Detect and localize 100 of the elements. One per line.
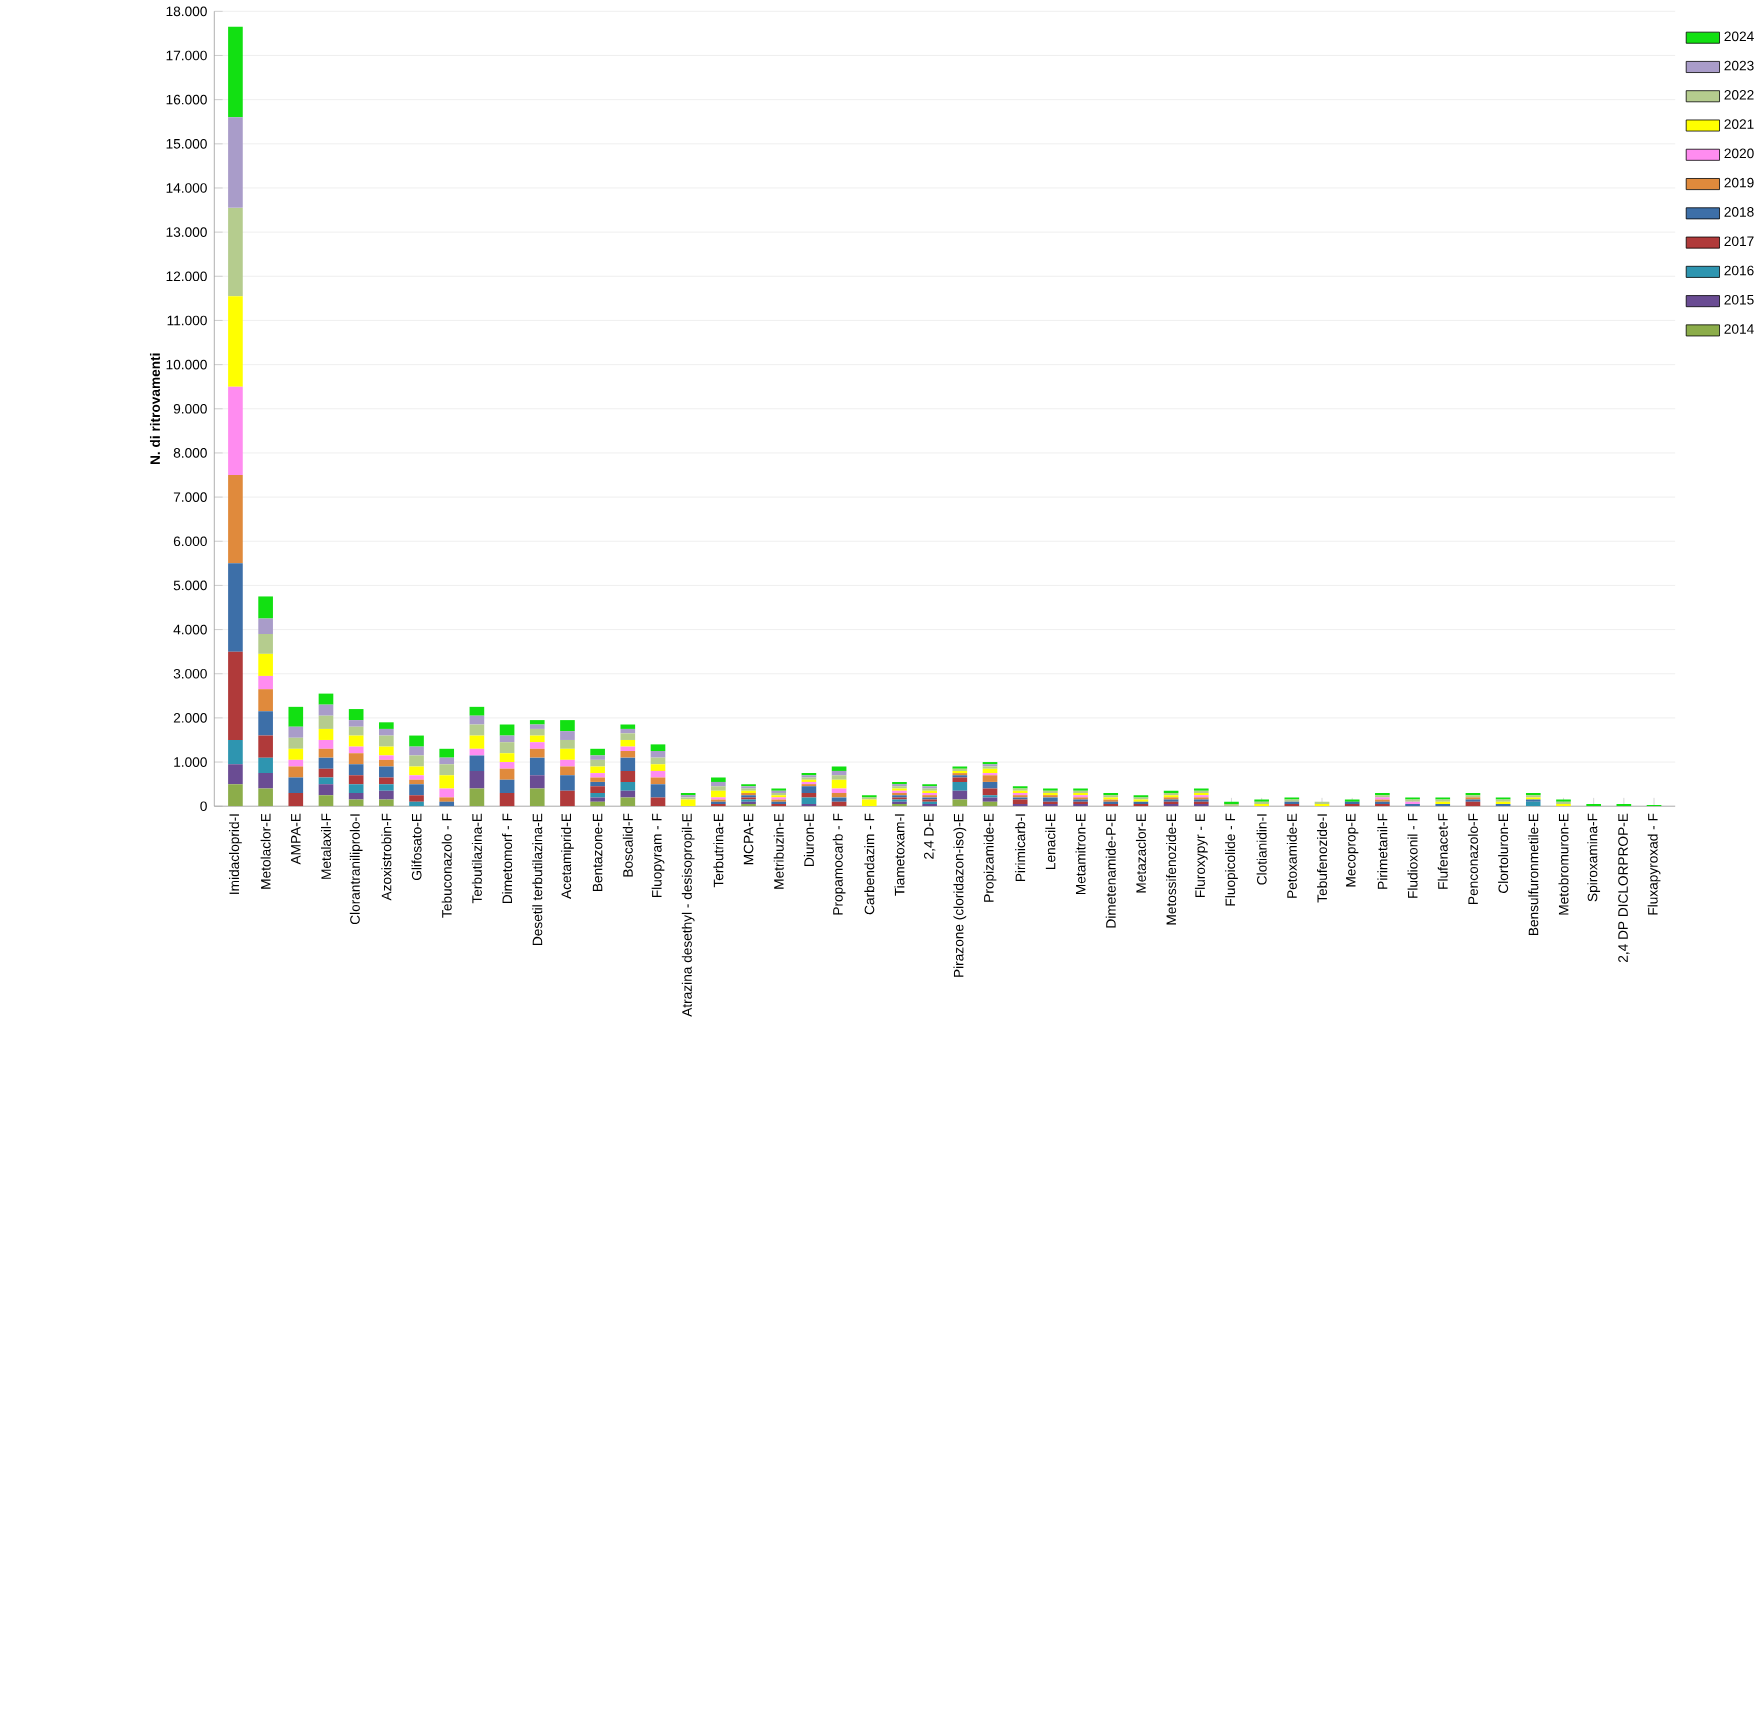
bar: [348, 735, 364, 747]
bar: [529, 775, 545, 789]
bar: [409, 766, 424, 776]
bar: [318, 784, 334, 796]
bar: [318, 740, 334, 750]
bar: [288, 737, 304, 750]
bar: [982, 775, 998, 783]
bar: [228, 208, 243, 297]
bar: [348, 709, 364, 721]
bar: [228, 475, 243, 564]
bar: [228, 117, 243, 209]
bar: [650, 751, 666, 758]
bar: [529, 724, 545, 730]
bar: [288, 707, 304, 727]
bar: [529, 742, 545, 750]
bar: [258, 654, 273, 677]
bar: [469, 724, 485, 736]
bar: [560, 749, 575, 761]
bar: [560, 790, 575, 807]
bar: [228, 740, 243, 765]
bar: [258, 676, 273, 690]
bar: [379, 755, 394, 761]
bar: [469, 771, 485, 789]
bar: [982, 782, 998, 789]
bar: [258, 788, 273, 807]
bar: [258, 596, 273, 619]
bar: [228, 563, 243, 652]
bar: [258, 773, 273, 789]
bar: [590, 766, 605, 774]
bar: [982, 797, 998, 803]
bar: [1012, 799, 1028, 805]
bar: [650, 744, 666, 752]
bar: [258, 689, 273, 712]
bar: [348, 753, 364, 765]
bar: [560, 740, 575, 750]
bar: [650, 771, 666, 778]
bar: [318, 749, 334, 758]
bar: [409, 779, 424, 785]
bar: [620, 746, 636, 752]
bar: [258, 711, 273, 736]
bar: [288, 760, 304, 767]
bar: [348, 764, 364, 776]
bar: [469, 788, 485, 807]
bar: [590, 760, 605, 767]
bar: [831, 766, 847, 772]
bar: [620, 771, 636, 783]
bar: [348, 720, 364, 727]
bar: [439, 757, 455, 765]
bar: [288, 777, 304, 794]
bar: [409, 735, 424, 747]
bar: [348, 726, 364, 736]
bar: [439, 788, 455, 798]
bar: [560, 766, 575, 776]
bar: [228, 784, 243, 807]
bar: [258, 634, 273, 655]
bar: [620, 782, 636, 791]
bar: [620, 797, 636, 807]
bar: [469, 755, 485, 772]
bar: [499, 779, 515, 794]
bar: [288, 726, 304, 738]
bar: [680, 799, 696, 807]
bar: [620, 751, 636, 758]
bar: [379, 799, 394, 807]
bar: [439, 775, 455, 789]
bar: [801, 786, 817, 794]
bar: [650, 764, 666, 772]
bar: [348, 784, 364, 794]
bar: [831, 797, 847, 803]
bar: [409, 746, 424, 756]
bar: [529, 729, 545, 736]
bar: [379, 722, 394, 730]
bar: [379, 746, 394, 756]
bar: [258, 735, 273, 758]
bar: [952, 799, 968, 807]
bar: [379, 790, 394, 800]
bar: [318, 757, 334, 769]
bar: [711, 790, 726, 798]
bar: [590, 749, 605, 756]
bar: [499, 753, 515, 763]
bar: [228, 296, 243, 387]
bar: [409, 755, 424, 767]
bar: [379, 735, 394, 747]
bar: [439, 764, 455, 776]
bar: [620, 724, 636, 730]
bar: [469, 707, 485, 716]
bar: [620, 790, 636, 798]
bar: [711, 777, 726, 783]
bar: [499, 762, 515, 769]
bar: [379, 784, 394, 791]
bar: [952, 782, 968, 791]
bar: [529, 749, 545, 758]
bar: [560, 775, 575, 791]
bar: [288, 766, 304, 778]
bar: [590, 777, 605, 783]
bar: [1043, 797, 1058, 803]
bar: [318, 729, 334, 741]
bar: [469, 735, 485, 750]
bar: [499, 724, 515, 736]
bar: [318, 704, 334, 716]
bar: [801, 797, 817, 805]
